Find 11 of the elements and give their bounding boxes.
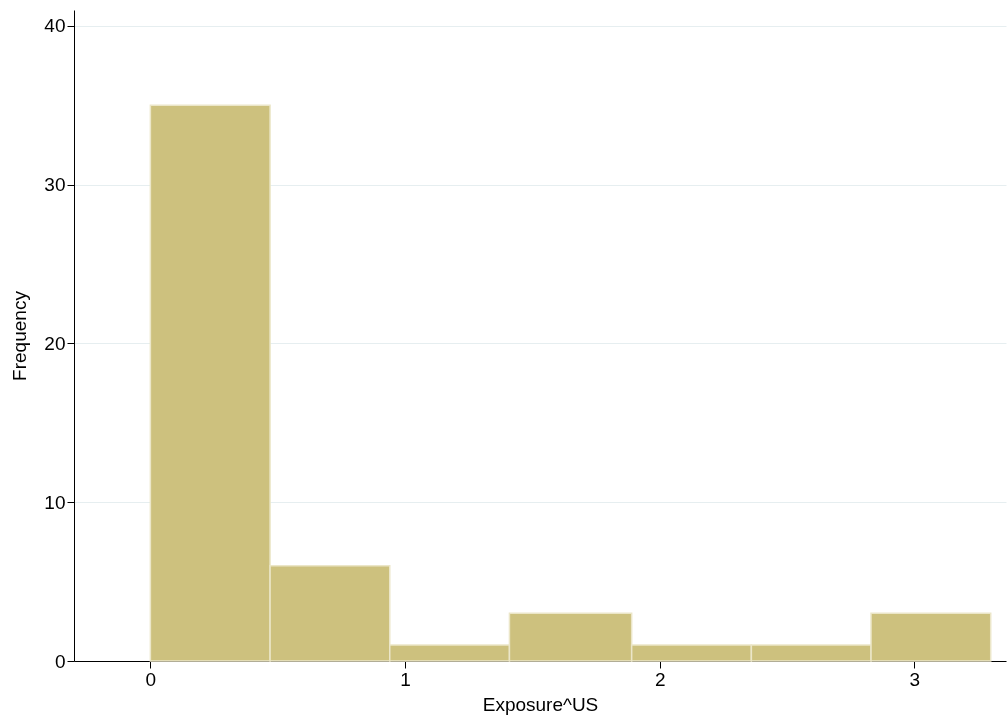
y-tick-label: 30 bbox=[44, 174, 66, 196]
x-tick-label: 3 bbox=[909, 668, 921, 690]
x-axis-title: Exposure^US bbox=[482, 693, 599, 715]
x-tick-label: 2 bbox=[654, 668, 666, 690]
y-tick-label: 10 bbox=[44, 491, 66, 513]
y-axis-title: Frequency bbox=[9, 290, 31, 381]
x-tick-label: 1 bbox=[400, 668, 411, 690]
y-tick-label: 20 bbox=[44, 332, 66, 354]
y-tick-label: 0 bbox=[54, 650, 66, 672]
y-tick-label: 40 bbox=[44, 15, 66, 37]
x-tick-label: 0 bbox=[145, 668, 157, 690]
